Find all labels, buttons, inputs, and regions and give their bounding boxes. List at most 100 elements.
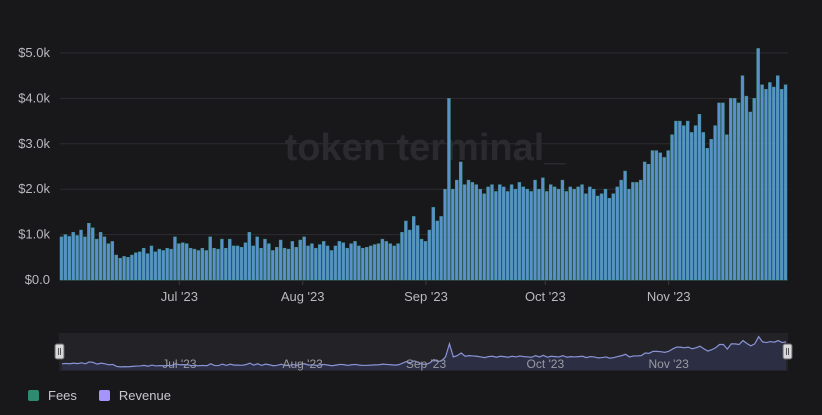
bar[interactable]	[122, 256, 126, 281]
bar[interactable]	[603, 188, 608, 281]
legend-item-fees[interactable]: Fees	[28, 388, 77, 403]
bar[interactable]	[208, 236, 212, 281]
bar[interactable]	[701, 132, 706, 281]
bar[interactable]	[736, 102, 741, 281]
bar[interactable]	[298, 239, 302, 281]
bar-series-fees[interactable]	[59, 48, 788, 281]
bar[interactable]	[509, 184, 514, 281]
bar[interactable]	[337, 241, 342, 281]
bar[interactable]	[451, 188, 455, 281]
bar[interactable]	[447, 98, 451, 281]
bar[interactable]	[478, 188, 482, 281]
bar[interactable]	[255, 236, 259, 281]
bar[interactable]	[689, 132, 694, 281]
bar[interactable]	[181, 242, 185, 281]
bar[interactable]	[79, 229, 83, 281]
bar[interactable]	[365, 247, 369, 281]
bar[interactable]	[267, 243, 271, 281]
bar[interactable]	[521, 186, 526, 281]
bar[interactable]	[685, 120, 690, 281]
bar[interactable]	[372, 244, 377, 281]
bar[interactable]	[725, 134, 729, 281]
bar[interactable]	[631, 182, 635, 281]
bar[interactable]	[325, 245, 330, 281]
bar[interactable]	[126, 257, 130, 281]
bar[interactable]	[212, 247, 216, 281]
bar[interactable]	[513, 188, 518, 281]
bar[interactable]	[670, 134, 674, 281]
bar[interactable]	[157, 248, 162, 281]
bar[interactable]	[529, 191, 533, 281]
bar[interactable]	[384, 241, 389, 281]
bar[interactable]	[462, 184, 467, 281]
bar[interactable]	[177, 243, 181, 281]
bar[interactable]	[67, 236, 71, 281]
bar[interactable]	[494, 191, 498, 281]
bar[interactable]	[584, 193, 588, 281]
bar[interactable]	[748, 111, 753, 281]
bar[interactable]	[94, 238, 99, 281]
bar[interactable]	[314, 247, 318, 281]
bar[interactable]	[400, 232, 404, 281]
bar[interactable]	[545, 191, 549, 281]
bar[interactable]	[486, 186, 490, 281]
bar[interactable]	[271, 250, 275, 281]
bar[interactable]	[779, 89, 784, 281]
bar[interactable]	[439, 216, 443, 281]
bar[interactable]	[361, 247, 365, 281]
bar[interactable]	[185, 243, 189, 281]
bar[interactable]	[173, 236, 177, 281]
bar[interactable]	[376, 243, 381, 281]
bar[interactable]	[239, 247, 244, 281]
bar[interactable]	[639, 179, 643, 281]
bar[interactable]	[380, 238, 385, 281]
bar[interactable]	[71, 232, 75, 281]
bar[interactable]	[404, 220, 408, 281]
bar[interactable]	[615, 186, 619, 281]
bar[interactable]	[502, 186, 506, 281]
bar[interactable]	[768, 82, 772, 281]
bar[interactable]	[329, 250, 334, 281]
bar[interactable]	[412, 216, 416, 281]
bar[interactable]	[635, 182, 639, 281]
bar[interactable]	[498, 184, 502, 281]
bar[interactable]	[580, 184, 584, 281]
bar[interactable]	[118, 257, 122, 281]
bar[interactable]	[87, 223, 91, 281]
bar[interactable]	[275, 247, 279, 281]
bar[interactable]	[251, 245, 255, 281]
bar[interactable]	[650, 150, 655, 281]
bar[interactable]	[776, 75, 780, 281]
bar[interactable]	[537, 188, 541, 281]
bar[interactable]	[627, 188, 631, 281]
bar[interactable]	[200, 247, 205, 281]
bar[interactable]	[294, 247, 298, 281]
bar[interactable]	[783, 84, 788, 281]
bar[interactable]	[533, 179, 537, 281]
bar[interactable]	[114, 254, 118, 281]
navigator-handle-right[interactable]	[782, 343, 793, 360]
bar[interactable]	[752, 98, 756, 281]
bar[interactable]	[721, 102, 725, 281]
bar[interactable]	[592, 188, 596, 281]
bar[interactable]	[357, 245, 361, 281]
bar[interactable]	[321, 241, 326, 281]
bar[interactable]	[595, 195, 600, 281]
bar[interactable]	[744, 95, 749, 281]
bar[interactable]	[623, 170, 627, 281]
bar[interactable]	[666, 150, 670, 281]
bar[interactable]	[619, 179, 623, 281]
bar[interactable]	[470, 182, 475, 281]
bar[interactable]	[145, 253, 150, 281]
bar[interactable]	[345, 247, 349, 281]
bar[interactable]	[431, 207, 435, 281]
bar[interactable]	[134, 252, 138, 281]
bar[interactable]	[353, 241, 357, 281]
bar[interactable]	[306, 245, 310, 281]
bar[interactable]	[732, 98, 737, 281]
bar[interactable]	[349, 243, 353, 281]
bar[interactable]	[282, 247, 287, 281]
navigator-handle-left[interactable]	[54, 343, 65, 360]
bar[interactable]	[541, 177, 545, 281]
bar[interactable]	[662, 157, 666, 281]
